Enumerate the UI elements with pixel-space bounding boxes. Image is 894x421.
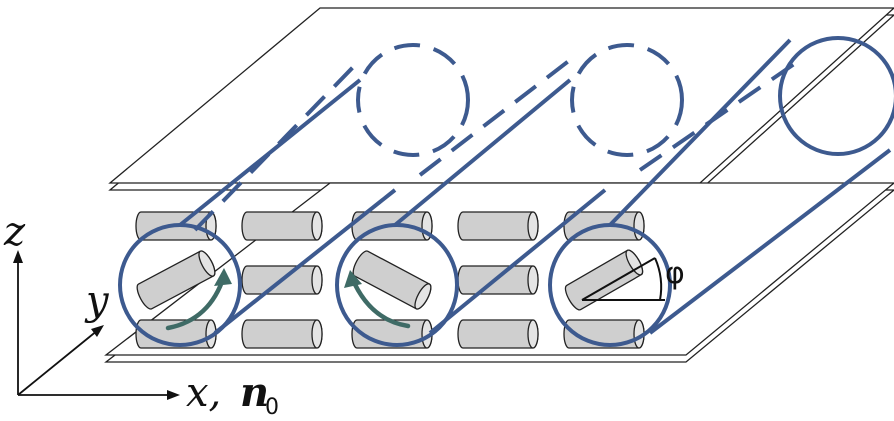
top-plate xyxy=(108,7,894,191)
helix-link-2 xyxy=(428,188,607,335)
angle-indicator xyxy=(581,257,665,301)
cylinder-body xyxy=(241,211,323,241)
cylinder-cap xyxy=(527,265,539,295)
arrowhead-2 xyxy=(344,270,362,288)
cylinder-cap xyxy=(527,319,539,349)
arrowhead-1 xyxy=(214,268,232,286)
cylinder-cap xyxy=(198,250,216,277)
director-subscript: 0 xyxy=(265,395,279,420)
coordinate-axes xyxy=(17,258,172,396)
z-axis-label: z xyxy=(3,209,26,255)
y-axis-label: y xyxy=(84,278,110,324)
angle-director xyxy=(581,257,656,301)
cylinder-cap xyxy=(311,265,323,295)
helix-link-1 xyxy=(213,188,397,335)
cylinder-cap xyxy=(414,283,432,310)
cylinder-r1-c2 xyxy=(241,211,323,241)
angle-label: φ xyxy=(665,256,685,291)
dashed-link-3 xyxy=(638,58,802,172)
cylinder-r3-c2 xyxy=(241,319,323,349)
cylinder-r2-c5 xyxy=(564,249,644,311)
cylinder-cap xyxy=(311,211,323,241)
cylinder-r2-c3 xyxy=(352,250,432,310)
cylinder-body xyxy=(457,319,539,349)
z-arrowhead xyxy=(13,250,23,263)
cylinder-body xyxy=(457,211,539,241)
cylinder-r1-c4 xyxy=(457,211,539,241)
helix-link-4 xyxy=(178,78,362,227)
x-arrowhead xyxy=(167,390,180,400)
cylinder-cap xyxy=(625,249,644,276)
cylinder-r2-c1 xyxy=(136,250,216,310)
cylinder-body xyxy=(241,319,323,349)
dashed-circle-2 xyxy=(570,43,684,157)
cylinder-cap xyxy=(527,211,539,241)
rotation-arrowheads xyxy=(214,268,362,288)
y-axis xyxy=(17,329,99,396)
helix-solid-front xyxy=(118,36,894,347)
helix-link-6 xyxy=(608,38,792,227)
angle-arc xyxy=(654,257,663,301)
helix-dashed-top xyxy=(193,43,802,232)
x-axis-label: x, xyxy=(186,370,221,416)
dashed-link-2 xyxy=(418,58,572,177)
dashed-circle-1 xyxy=(356,43,470,157)
helix-link-5 xyxy=(393,78,572,227)
axis-arrowheads xyxy=(13,250,180,400)
helix-circle-top-right xyxy=(778,36,894,156)
y-arrowhead xyxy=(91,325,104,337)
cylinder-r3-c4 xyxy=(457,319,539,349)
director-label: n xyxy=(240,369,269,416)
cylinder-cap xyxy=(311,319,323,349)
helix-link-3 xyxy=(648,148,892,335)
